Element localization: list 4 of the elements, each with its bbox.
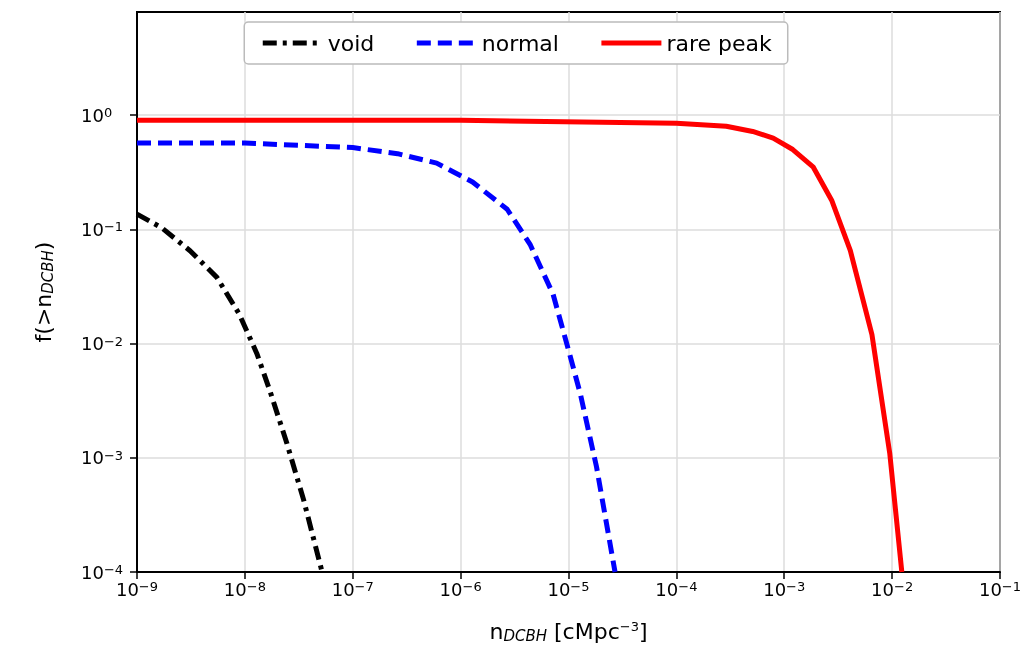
legend-label: normal bbox=[481, 30, 559, 56]
y-axis-title: f(>nDCBH) bbox=[31, 241, 57, 343]
legend-label: rare peak bbox=[666, 30, 772, 56]
legend-label: void bbox=[327, 30, 375, 56]
